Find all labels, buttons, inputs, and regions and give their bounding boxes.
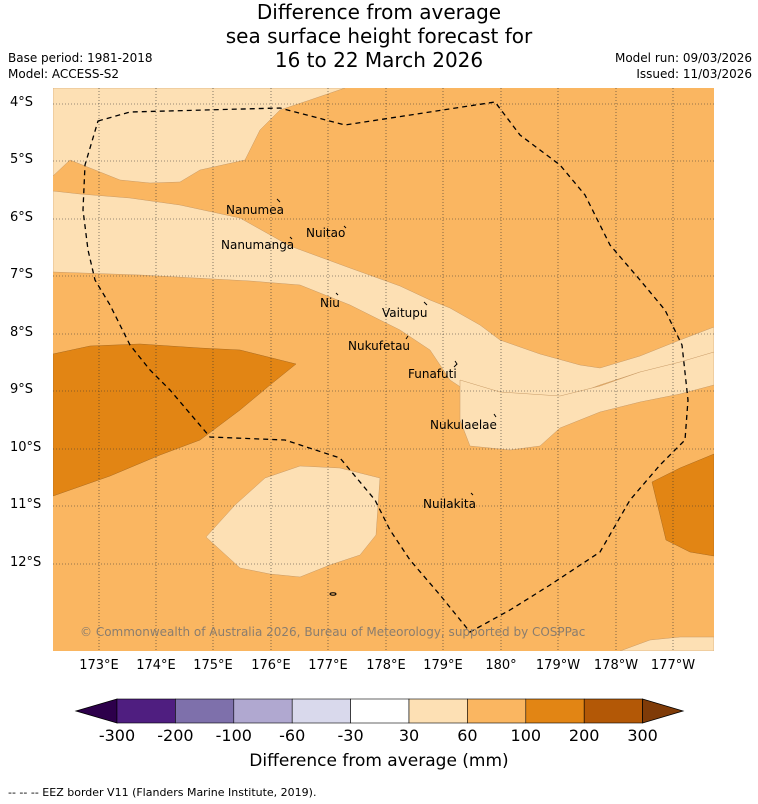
place-labels: Nanumea Nuitao Nanumanga Niu Vaitupu Nuk… [221,203,497,511]
label-niu: Niu [320,296,340,310]
colorbar-tick-label: -30 [337,726,364,745]
label-nukulaelae: Nukulaelae [430,418,497,432]
lon-tick-label: 175°E [193,658,233,673]
model-name: Model: ACCESS-S2 [8,67,120,81]
field-30-60-top [53,88,346,184]
colorbar-segment [525,698,585,724]
field-30-60-bottomright [619,636,714,651]
colorbar-tick-label: -200 [157,726,194,745]
colorbar-segment [408,698,468,724]
title-line-2: sea surface height forecast for [225,24,533,48]
colorbar-segment [291,698,351,724]
colorbar-tick-label: -300 [98,726,136,745]
label-nuitao: Nuitao [306,226,345,240]
meta-left: Base period: 1981-2018 Model: ACCESS-S2 [8,50,153,82]
colorbar-tick-label: -100 [215,726,252,745]
lon-tick-label: 177°E [308,658,348,673]
colorbar-tick-label: 60 [457,726,478,745]
label-nanumea: Nanumea [226,203,284,217]
colorbar-tick-label: 300 [627,726,658,745]
colorbar-tick-label: 100 [510,726,542,745]
atoll-vaitupu [423,301,428,306]
lon-tick-label: 176°E [251,658,291,673]
lon-tick-label: 178°E [366,658,406,673]
copyright-notice: © Commonwealth of Australia 2026, Bureau… [80,625,585,639]
atoll-niu [335,292,339,296]
field-30-60-southeast [459,351,714,451]
lon-tick-label: 179°E [423,658,463,673]
atoll-funafuti [453,360,458,368]
label-nuilakita: Nuilakita [423,497,476,511]
lat-tick-label: 8°S [10,325,34,340]
colorbar-extend-high [642,698,685,724]
atoll-nukulaelae [493,413,497,418]
field-30-60-north [53,190,714,401]
field-30-60-oval [205,465,381,578]
atoll-markers [276,198,497,596]
base-period: Base period: 1981-2018 [8,51,153,65]
atoll-nanumanga [289,236,293,240]
label-nukufetau: Nukufetau [348,339,410,353]
lat-tick-label: 4°S [10,95,34,110]
field-100-200-east [651,453,714,557]
lon-tick-label: 180° [485,658,517,673]
colorbar-segment [467,698,527,724]
colorbar-extend-low [74,698,118,724]
lon-tick-label: 178°W [593,658,639,673]
atoll-nuilakita [470,492,474,496]
colorbar-tick-label: 30 [398,726,420,745]
colorbar [74,698,685,724]
lat-tick-label: 6°S [10,210,34,225]
label-funafuti: Funafuti [408,367,457,381]
lon-tick-label: 179°W [535,658,581,673]
colorbar-tick-label: 200 [568,726,600,745]
label-vaitupu: Vaitupu [382,306,428,320]
atoll-nukufetau [405,335,409,340]
lat-tick-label: 7°S [10,267,34,282]
atoll-nuitao [343,225,347,229]
lat-tick-label: 5°S [10,152,34,167]
map-field [53,88,714,651]
field-100-200-west [53,343,297,497]
lat-tick-label: 11°S [10,497,42,512]
atoll-nanumea [276,198,281,203]
map-title: Difference from average sea surface heig… [0,0,758,72]
colorbar-segment [583,698,643,724]
lon-tick-label: 174°E [136,658,176,673]
grid-lines [53,88,714,651]
model-run: Model run: 09/03/2026 [614,51,752,65]
colorbar-tick-label: -60 [279,726,306,745]
lat-tick-label: 10°S [10,440,42,455]
eez-footnote: -- -- -- EEZ border V11 (Flanders Marine… [8,786,317,799]
colorbar-segment [116,698,176,724]
label-nanumanga: Nanumanga [221,238,294,252]
colorbar-label: Difference from average (mm) [249,751,509,771]
colorbar-segment [350,698,410,724]
title-line-1: Difference from average [256,0,502,24]
lat-tick-label: 12°S [10,555,42,570]
lat-tick-label: 9°S [10,382,34,397]
title-line-3: 16 to 22 March 2026 [274,48,484,72]
meta-right: Model run: 09/03/2026 Issued: 11/03/2026 [615,50,752,82]
lon-tick-label: 177°W [650,658,696,673]
colorbar-segment [175,698,235,724]
issued-date: Issued: 11/03/2026 [636,67,752,81]
lon-tick-label: 173°E [79,658,119,673]
island-south [329,592,337,596]
colorbar-segment [233,698,293,724]
